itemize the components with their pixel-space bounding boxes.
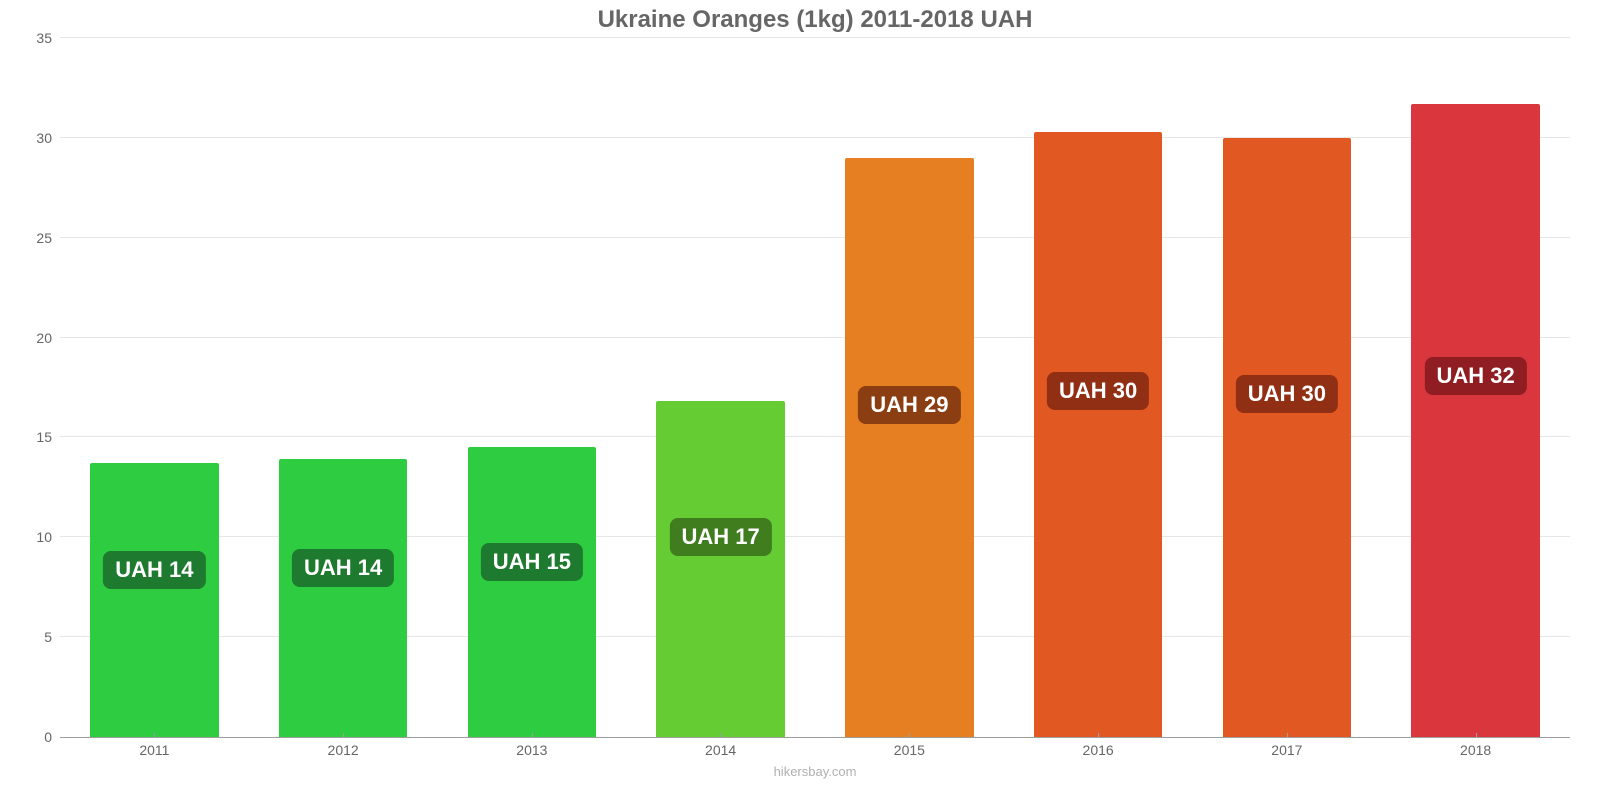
bar-value-label: UAH 15: [481, 543, 583, 581]
ytick-label: 35: [36, 31, 60, 45]
ytick-label: 15: [36, 430, 60, 444]
xtick-mark: [1476, 733, 1477, 738]
bar-value-label: UAH 30: [1236, 375, 1338, 413]
xtick-mark: [721, 733, 722, 738]
bar-value-label: UAH 14: [292, 549, 394, 587]
plot-area: 05101520253035 UAH 14UAH 14UAH 15UAH 17U…: [60, 38, 1570, 738]
chart-title: Ukraine Oranges (1kg) 2011-2018 UAH: [60, 2, 1570, 38]
xtick: 2016: [1004, 738, 1193, 758]
bar-value-label: UAH 14: [103, 551, 205, 589]
xtick-label: 2015: [815, 738, 1004, 758]
xtick: 2013: [438, 738, 627, 758]
xtick-label: 2018: [1381, 738, 1570, 758]
ytick-label: 30: [36, 131, 60, 145]
bar-value-label: UAH 17: [670, 518, 772, 556]
bar-slot: UAH 30: [1004, 38, 1193, 737]
xtick-mark: [532, 733, 533, 738]
xtick: 2012: [249, 738, 438, 758]
xtick: 2018: [1381, 738, 1570, 758]
bar-slot: UAH 17: [626, 38, 815, 737]
bar: [468, 447, 596, 737]
ytick-label: 25: [36, 231, 60, 245]
bar-value-label: UAH 32: [1425, 357, 1527, 395]
bar: [1223, 138, 1351, 737]
bar-slot: UAH 15: [438, 38, 627, 737]
xtick-mark: [909, 733, 910, 738]
bar: [656, 401, 784, 737]
bar: [1411, 104, 1539, 737]
bar-slot: UAH 32: [1381, 38, 1570, 737]
ytick-label: 10: [36, 530, 60, 544]
x-axis: 20112012201320142015201620172018: [60, 738, 1570, 758]
bar: [90, 463, 218, 737]
chart-container: Ukraine Oranges (1kg) 2011-2018 UAH 0 5 10…: [0, 0, 1600, 800]
xtick-label: 2016: [1004, 738, 1193, 758]
bar: [845, 158, 973, 737]
bar-value-label: UAH 30: [1047, 372, 1149, 410]
bar-slot: UAH 30: [1193, 38, 1382, 737]
xtick: 2015: [815, 738, 1004, 758]
attribution: hikersbay.com: [60, 764, 1570, 779]
xtick-mark: [154, 733, 155, 738]
xtick-label: 2012: [249, 738, 438, 758]
xtick-mark: [343, 733, 344, 738]
bars-group: UAH 14 UAH 14 UAH 15 UAH 17 UAH 29 UAH 30 UAH …: [60, 38, 1570, 737]
xtick: 2011: [60, 738, 249, 758]
xtick-label: 2017: [1193, 738, 1382, 758]
ytick-label: 0: [44, 730, 60, 744]
bar-slot: UAH 14: [60, 38, 249, 737]
xtick-label: 2013: [438, 738, 627, 758]
xtick-label: 2011: [60, 738, 249, 758]
ytick-label: 20: [36, 331, 60, 345]
xtick: 2017: [1193, 738, 1382, 758]
xtick-label: 2014: [626, 738, 815, 758]
bar-slot: UAH 29: [815, 38, 1004, 737]
xtick: 2014: [626, 738, 815, 758]
xtick-mark: [1287, 733, 1288, 738]
xtick-mark: [1098, 733, 1099, 738]
bar: [1034, 132, 1162, 737]
bar: [279, 459, 407, 737]
bar-value-label: UAH 29: [858, 386, 960, 424]
bar-slot: UAH 14: [249, 38, 438, 737]
ytick-label: 5: [44, 630, 60, 644]
